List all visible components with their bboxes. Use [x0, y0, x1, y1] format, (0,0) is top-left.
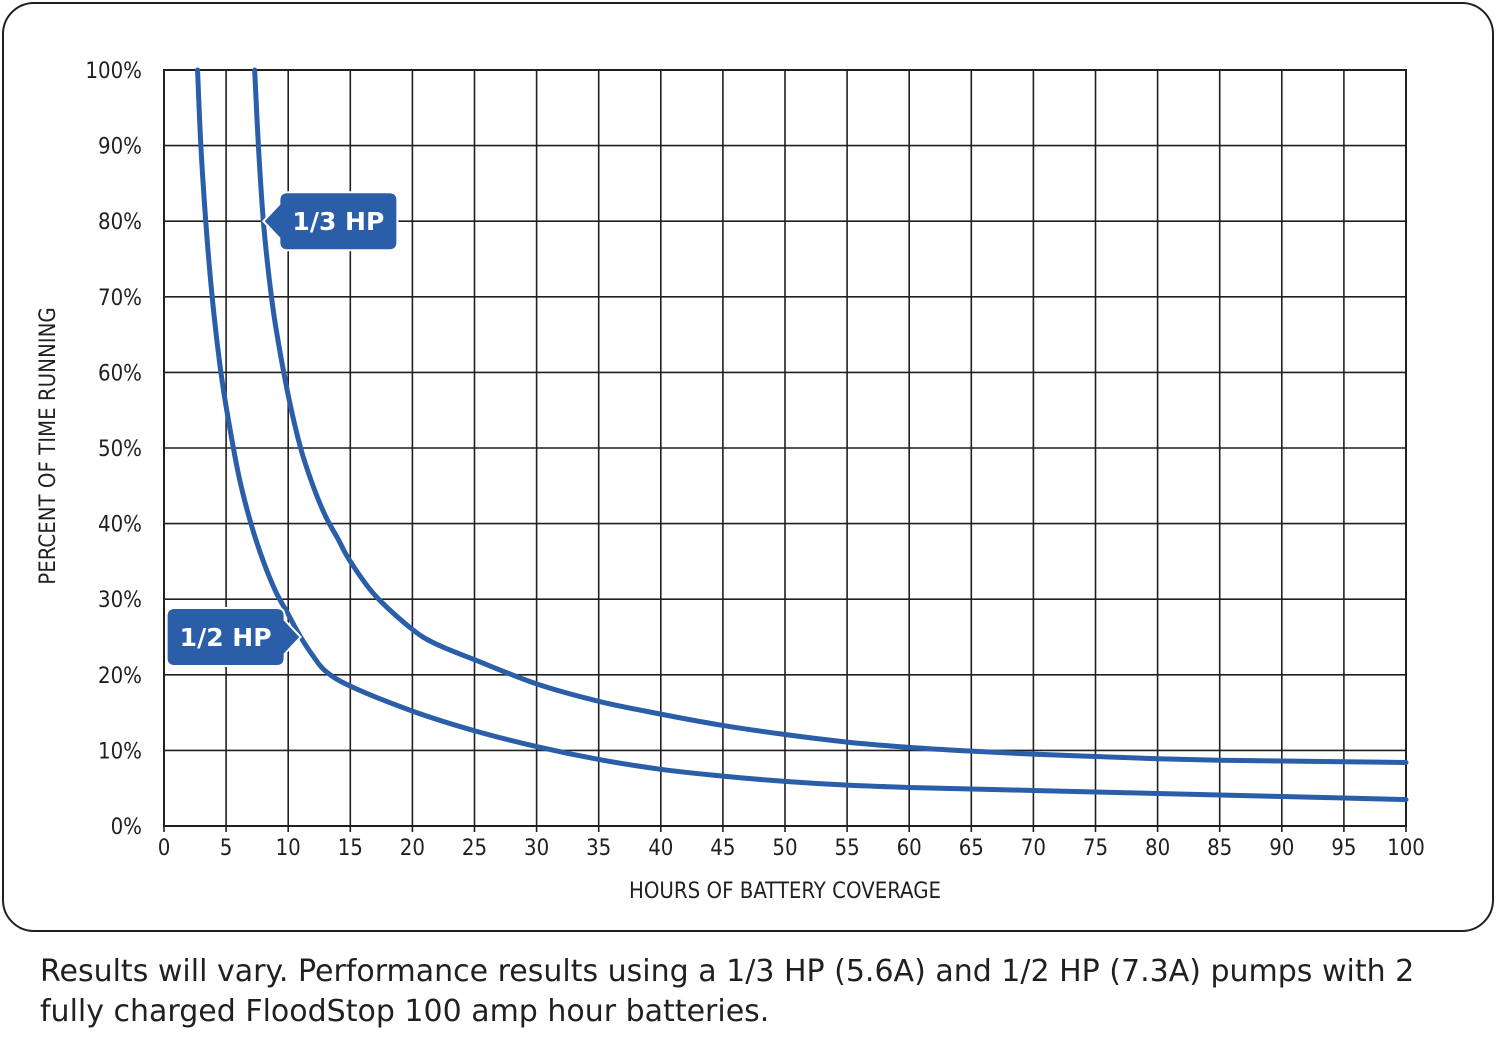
x-tick-label: 75: [1083, 836, 1108, 861]
y-tick-label: 70%: [98, 286, 142, 311]
callout-1-2-hp: 1/2 HP: [165, 607, 302, 667]
y-tick-label: 30%: [98, 588, 142, 613]
x-tick-label: 50: [772, 836, 797, 861]
y-tick-label: 40%: [98, 513, 142, 538]
series-line-1-3-hp: [252, 67, 1409, 765]
x-tick-label: 65: [959, 836, 984, 861]
y-tick-label: 100%: [85, 59, 142, 84]
x-tick-labels: 0 5 10 15 20 25 30 35 40 45 50 55 60 65 70 75 80 85 90 95 10…: [158, 836, 1425, 861]
x-tick-label: 90: [1269, 836, 1294, 861]
y-tick-label: 50%: [98, 437, 142, 462]
callout-1-3-hp: 1/3 HP: [261, 191, 399, 252]
grid: [163, 69, 1407, 832]
x-tick-label: 5: [220, 836, 233, 861]
y-tick-label: 0%: [111, 815, 142, 840]
callouts: 1/3 HP 1/2 HP: [165, 191, 399, 667]
series-line-1-2-hp: [195, 67, 1409, 803]
x-axis-label: HOURS OF BATTERY COVERAGE: [629, 879, 941, 904]
x-tick-label: 95: [1331, 836, 1356, 861]
x-tick-label: 60: [897, 836, 922, 861]
callout-box: [165, 607, 302, 667]
y-axis-label: PERCENT OF TIME RUNNING: [36, 307, 61, 584]
callout-label: 1/2 HP: [180, 623, 272, 652]
x-tick-label: 40: [648, 836, 673, 861]
x-tick-label: 10: [276, 836, 301, 861]
x-tick-label: 15: [338, 836, 363, 861]
x-tick-label: 80: [1145, 836, 1170, 861]
x-tick-label: 45: [710, 836, 735, 861]
y-tick-label: 10%: [98, 739, 142, 764]
x-tick-label: 70: [1021, 836, 1046, 861]
x-tick-label: 85: [1207, 836, 1232, 861]
y-tick-labels: 0% 10% 20% 30% 40% 50% 60% 70% 80% 90% 100%: [85, 59, 142, 840]
y-tick-label: 80%: [98, 210, 142, 235]
chart: 0 5 10 15 20 25 30 35 40 45 50 55 60 65 70 75 80 85 90 95 10…: [36, 59, 1425, 904]
callout-label: 1/3 HP: [292, 207, 384, 236]
y-tick-label: 20%: [98, 664, 142, 689]
x-tick-label: 30: [524, 836, 549, 861]
chart-frame: [2, 2, 1494, 932]
x-tick-label: 35: [586, 836, 611, 861]
y-tick-label: 60%: [98, 361, 142, 386]
y-tick-label: 90%: [98, 135, 142, 160]
x-tick-label: 100: [1387, 836, 1425, 861]
x-tick-label: 0: [158, 836, 171, 861]
x-tick-label: 20: [400, 836, 425, 861]
callout-box: [261, 191, 399, 252]
x-tick-label: 55: [835, 836, 860, 861]
footnote: Results will vary. Performance results u…: [40, 954, 1415, 1029]
x-tick-label: 25: [462, 836, 487, 861]
series-layer: [195, 67, 1409, 803]
